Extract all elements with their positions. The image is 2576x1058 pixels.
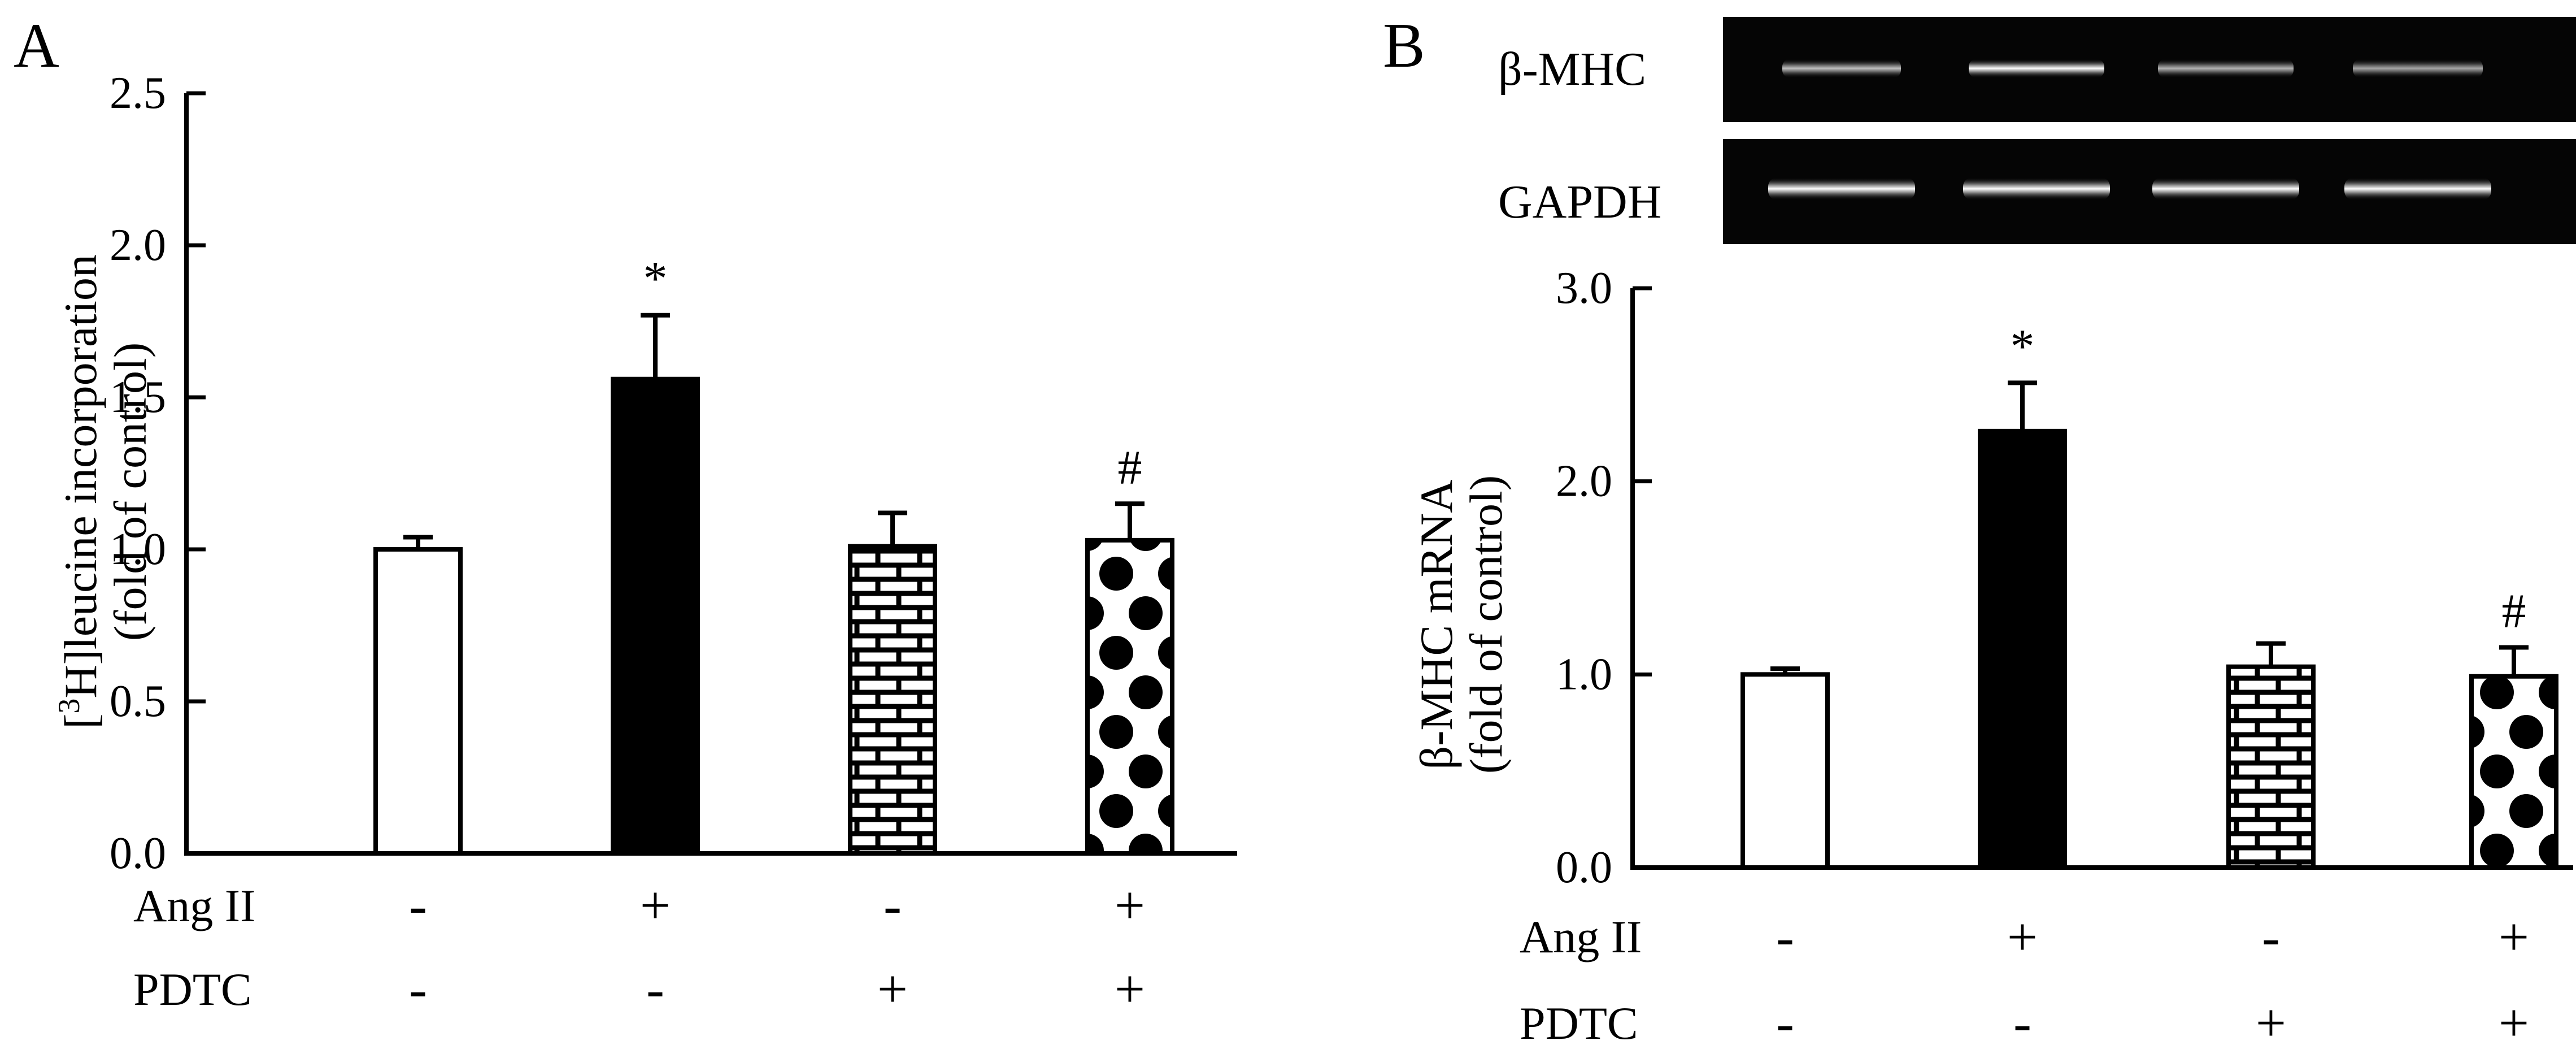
panel-b-treatment-table: Ang II PDTC - + - + - - + +: [1520, 907, 2529, 1053]
panel-b-bar: [1740, 672, 1830, 870]
panel-b-ytick-label: 3.0: [1556, 263, 1612, 313]
panel-b-ytick-label: 2.0: [1556, 457, 1612, 506]
panel-a-ytick-label: 0.5: [110, 677, 166, 726]
panel-b-treatment-sign: +: [2007, 907, 2038, 967]
panel-a-bar: [848, 544, 937, 856]
panel-a-chart: 0.0 0.5 1.0 1.5 2.0 2.5 * #: [110, 68, 1237, 878]
panel-a-treatment-sign: +: [1115, 959, 1145, 1019]
gel-image: β-MHC GAPDH: [1498, 17, 2576, 244]
panel-a-ytick-label: 1.0: [110, 524, 166, 574]
panel-b-bar: [1978, 428, 2067, 870]
panel-a-bar: [373, 547, 463, 856]
panel-b-treatment-sign: -: [1776, 907, 1794, 967]
panel-a-significance-mark: *: [643, 252, 668, 306]
svg-text:[3H]leucine incorporation: [3H]leucine incorporation: [52, 254, 106, 729]
gel-label-beta-mhc: β-MHC: [1498, 43, 1646, 96]
gel-band-beta-mhc: [2158, 59, 2294, 78]
panel-a-ytick-label: 1.5: [110, 372, 166, 422]
panel-a-letter: A: [14, 11, 59, 81]
panel-b-letter: B: [1383, 11, 1425, 81]
panel-a-ytick-label: 2.5: [110, 68, 166, 118]
gel-band-beta-mhc: [2353, 59, 2483, 78]
panel-a-ytick-label: 2.0: [110, 220, 166, 270]
gel-band-beta-mhc: [1782, 59, 1901, 78]
panel-b-bar: [2469, 674, 2558, 870]
panel-a-bar: [1085, 537, 1174, 856]
panel-b-bar: [2226, 664, 2316, 870]
panel-a-treatment-table: Ang II PDTC - + - + - - + +: [133, 875, 1145, 1019]
panel-b-ytick-label: 0.0: [1556, 843, 1612, 892]
panel-a-row-pdtc-label: PDTC: [133, 964, 252, 1015]
panel-a-treatment-sign: -: [409, 959, 427, 1019]
panel-b-ylabel-line1: β-MHC mRNA: [1411, 479, 1462, 769]
panel-b-row-angii-label: Ang II: [1520, 911, 1642, 962]
panel-a-treatment-sign: +: [1115, 875, 1145, 935]
panel-a-ylabel-line2: (fold of control): [105, 342, 156, 641]
panel-a-treatment-sign: -: [884, 875, 902, 935]
panel-a-bar: [611, 376, 700, 856]
panel-b-treatment-sign: +: [2499, 992, 2529, 1053]
panel-a-row-angii-label: Ang II: [133, 880, 255, 931]
panel-b-treatment-sign: +: [2499, 907, 2529, 967]
panel-a-treatment-sign: -: [646, 959, 664, 1019]
panel-a-ylabel-superscript: 3: [52, 699, 86, 714]
gel-band-gapdh: [2344, 177, 2491, 200]
gel-band-gapdh: [1963, 177, 2110, 200]
panel-b-chart: 0.0 1.0 2.0 3.0 * #: [1556, 263, 2573, 892]
panel-a-ylabel-rest: H]leucine incorporation: [55, 254, 106, 699]
panel-b-treatment-sign: -: [1776, 992, 1794, 1053]
panel-a-ytick-label: 0.0: [110, 829, 166, 878]
panel-a-treatment-sign: +: [640, 875, 671, 935]
panel-b-treatment-sign: -: [2262, 907, 2280, 967]
panel-a-treatment-sign: -: [409, 875, 427, 935]
panel-b-row-pdtc-label: PDTC: [1520, 998, 1638, 1049]
gel-label-gapdh: GAPDH: [1498, 176, 1661, 228]
panel-b-significance-mark: *: [2011, 319, 2035, 373]
panel-b-treatment-sign: -: [2013, 992, 2031, 1053]
panel-a-ylabel: [3H]leucine incorporation (fold of contr…: [52, 254, 156, 729]
panel-a-significance-mark: #: [1118, 440, 1142, 494]
panel-b-significance-mark: #: [2502, 584, 2526, 638]
gel-band-gapdh: [2152, 177, 2299, 200]
gel-band-gapdh: [1768, 177, 1915, 200]
gel-band-beta-mhc: [1969, 59, 2104, 78]
panel-b-ytick-label: 1.0: [1556, 649, 1612, 699]
panel-b-treatment-sign: +: [2256, 992, 2286, 1053]
panel-a-ylabel-open: [: [55, 714, 106, 729]
panel-a-treatment-sign: +: [877, 959, 908, 1019]
panel-b-ylabel-line2: (fold of control): [1460, 475, 1512, 774]
panel-b-ylabel: β-MHC mRNA (fold of control): [1411, 475, 1512, 774]
